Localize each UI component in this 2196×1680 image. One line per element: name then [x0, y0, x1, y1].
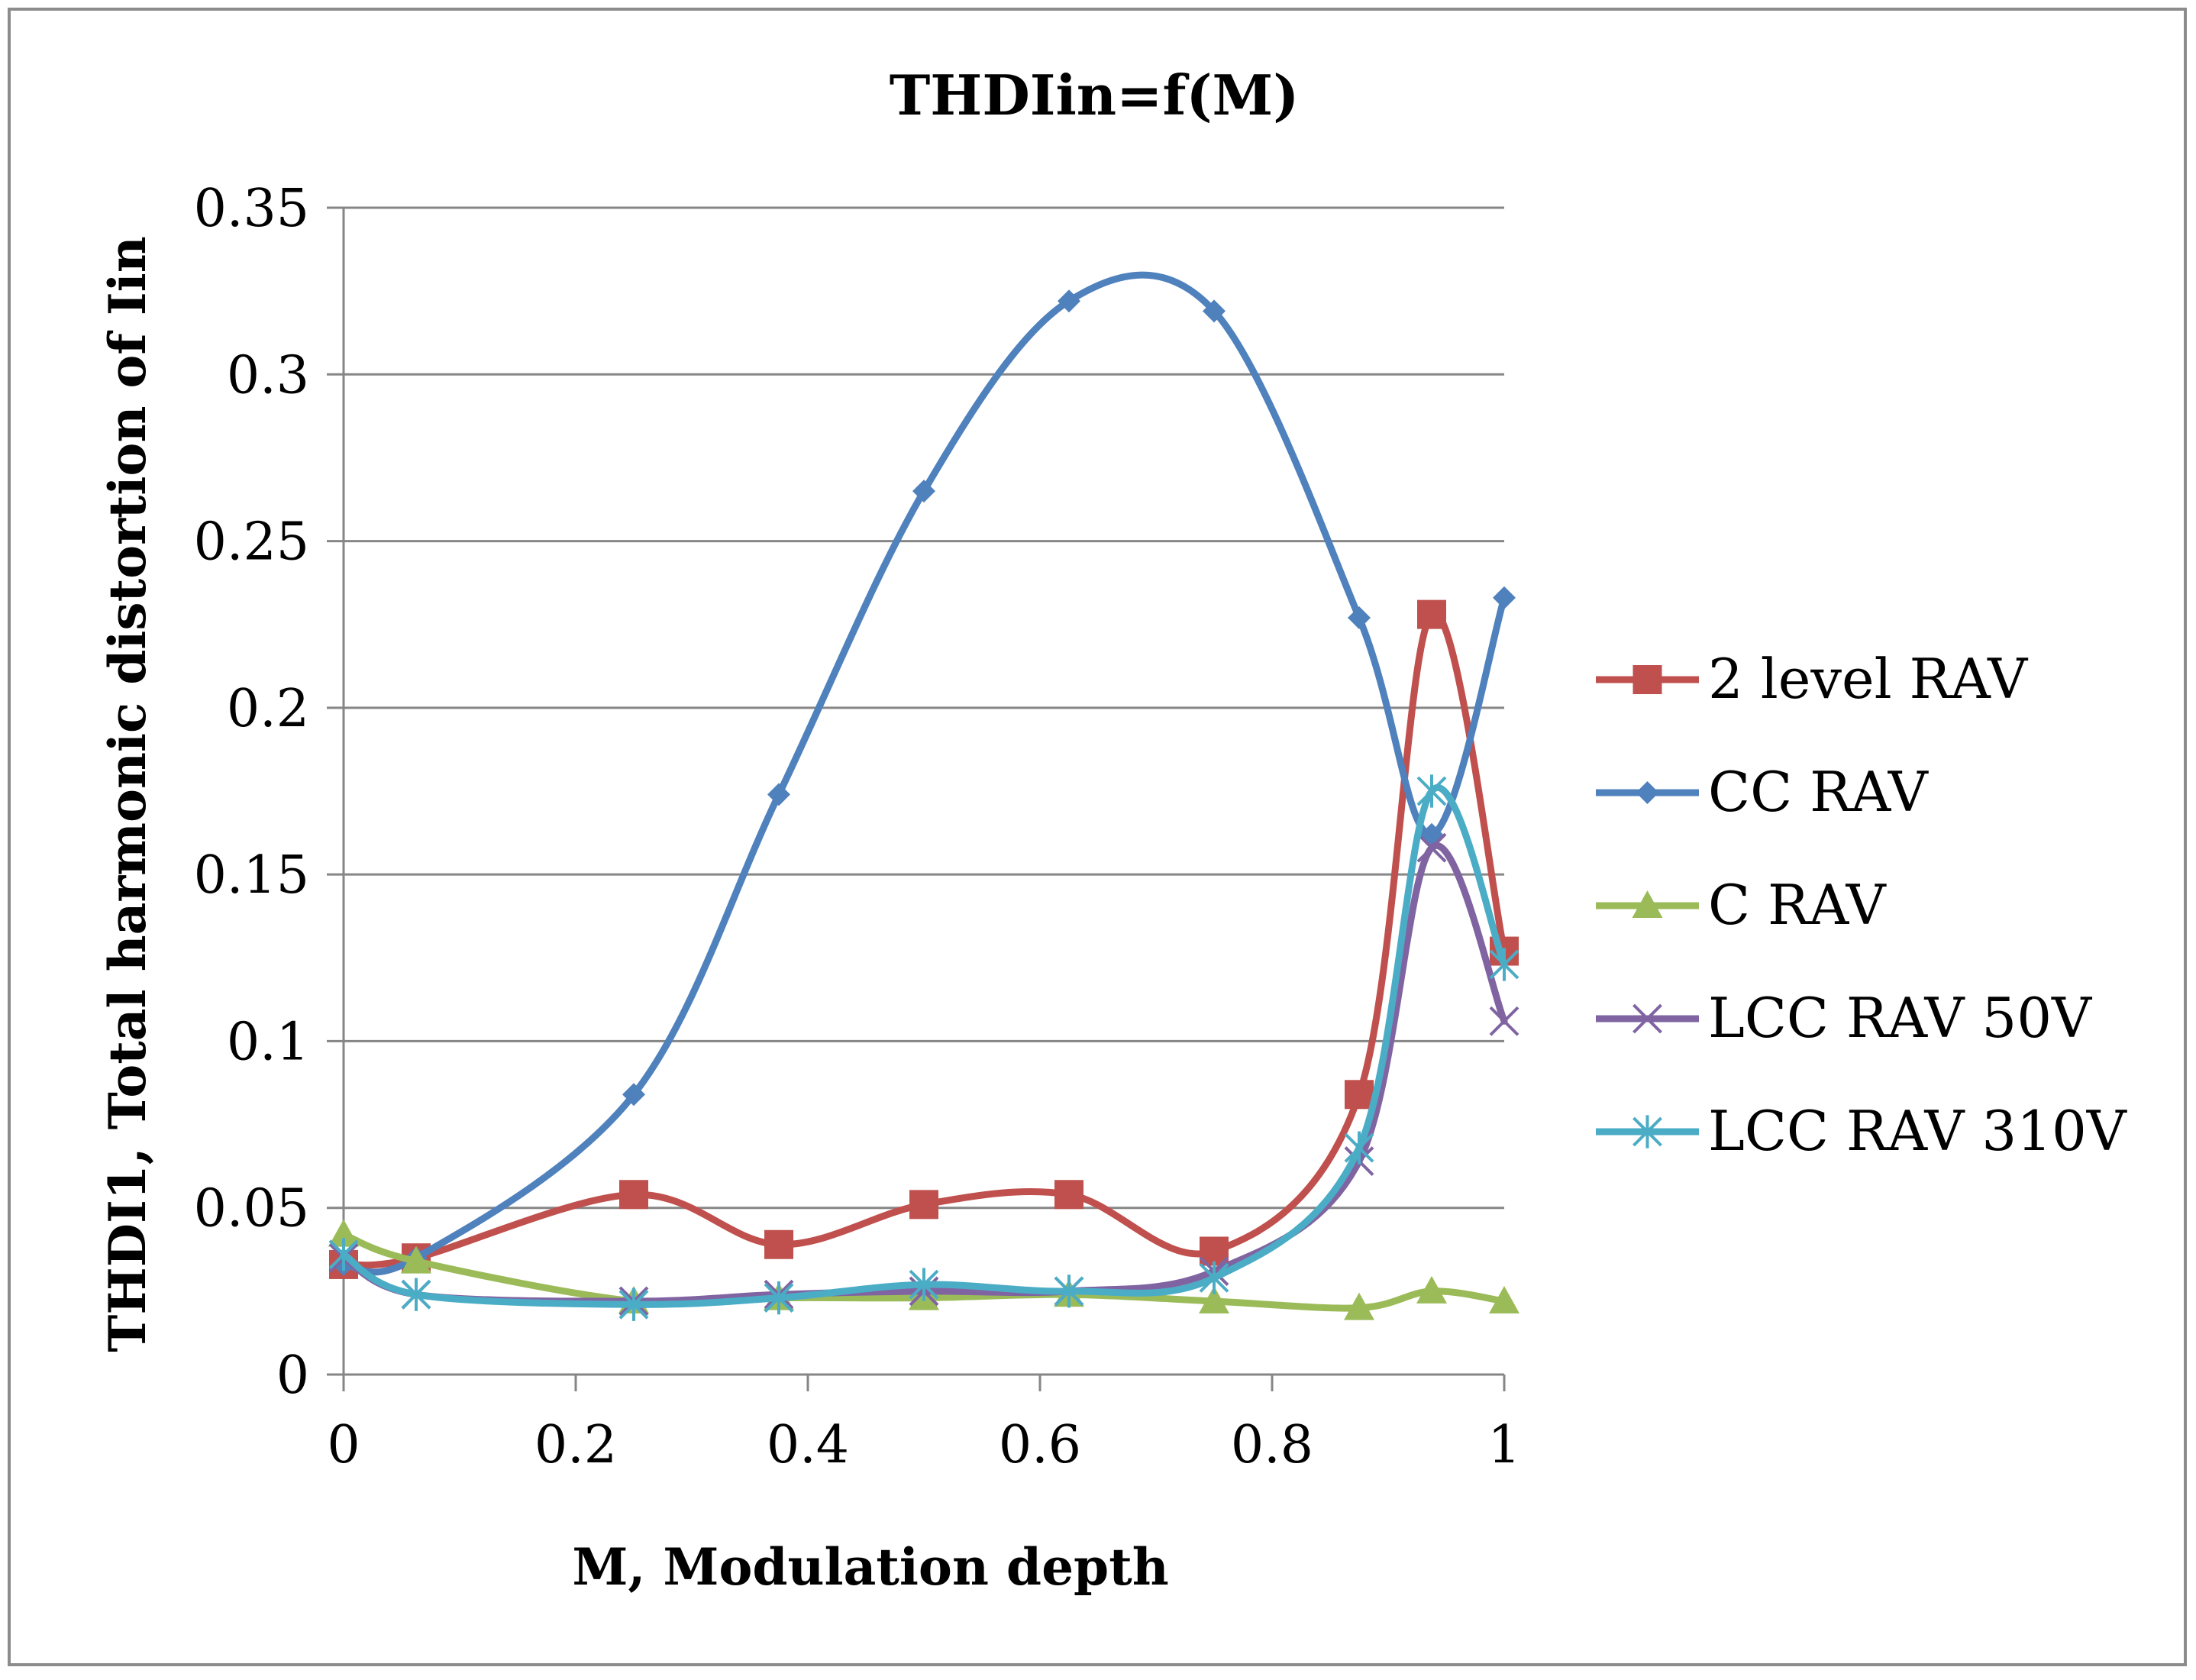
- legend-label-lcc-rav-310v: LCC RAV 310V: [1708, 1099, 2128, 1163]
- data-point-c-rav: [1489, 1285, 1519, 1313]
- data-point-lcc-rav-310v: [1489, 948, 1519, 981]
- y-axis-label: THDI1, Total harmonic distortion of Iin: [98, 236, 157, 1352]
- data-point-lcc-rav-310v: [1199, 1261, 1229, 1294]
- legend-entry-c-rav: C RAV: [1596, 873, 1888, 937]
- legend: 2 level RAV CC RAV C RAV LCC RAV 50V LCC RAV…: [1596, 647, 2128, 1163]
- data-point-lcc-rav-310v: [328, 1238, 359, 1271]
- series-line-cc-rav: [340, 271, 1508, 1276]
- x-tick-label: 0.2: [534, 1415, 617, 1475]
- data-point-lcc-rav-310v: [401, 1278, 431, 1311]
- legend-entry-lcc-rav-310v: LCC RAV 310V: [1596, 1099, 2128, 1163]
- chart-title: THDIin=f(M): [890, 63, 1300, 128]
- y-tick-label: 0.25: [194, 512, 309, 573]
- data-point-lcc-rav-310v: [1054, 1275, 1084, 1308]
- data-point-cc-rav: [912, 480, 935, 503]
- legend-entry-lcc-rav-50v: LCC RAV 50V: [1596, 986, 2093, 1050]
- y-tick-labels: 0 0.05 0.1 0.15 0.2 0.25 0.3 0.35: [194, 179, 309, 1406]
- data-point-lcc-rav-310v: [764, 1281, 794, 1315]
- x-tick-label: 1: [1487, 1415, 1520, 1475]
- x-tick-label: 0.6: [999, 1415, 1081, 1475]
- legend-entry-2-level-rav: 2 level RAV: [1596, 647, 2029, 711]
- data-point-lcc-rav-310v: [1344, 1131, 1374, 1165]
- data-point-cc-rav: [767, 783, 790, 806]
- data-point-lcc-rav-310v: [1416, 774, 1447, 808]
- x-tick-label: 0.4: [767, 1415, 849, 1475]
- data-point-cc-rav: [1203, 299, 1226, 323]
- series-lcc-rav-310v: [328, 774, 1519, 1321]
- data-point-cc-rav: [622, 1083, 645, 1107]
- data-point-2-level-rav: [1417, 599, 1446, 629]
- data-point-cc-rav: [1348, 606, 1371, 629]
- legend-entry-cc-rav: CC RAV: [1596, 760, 1930, 824]
- legend-marker-2-level-rav: [1632, 665, 1662, 694]
- data-point-cc-rav: [1058, 289, 1080, 313]
- y-tick-label: 0.15: [194, 845, 309, 906]
- data-point-lcc-rav-50v: [1416, 832, 1447, 863]
- data-point-2-level-rav: [764, 1229, 793, 1259]
- x-tick-label: 0: [327, 1415, 360, 1475]
- data-point-c-rav: [1344, 1292, 1374, 1320]
- series-line-c-rav: [340, 1231, 1508, 1312]
- data-point-c-rav: [401, 1245, 431, 1274]
- legend-marker-lcc-rav-50v: [1632, 1003, 1662, 1034]
- series-group: [328, 271, 1519, 1321]
- data-point-lcc-rav-310v: [909, 1268, 939, 1301]
- y-tick-label: 0.2: [227, 679, 309, 739]
- legend-label-2-level-rav: 2 level RAV: [1708, 647, 2029, 711]
- data-point-cc-rav: [1493, 586, 1516, 609]
- x-tick-label: 0.8: [1231, 1415, 1313, 1475]
- y-tick-label: 0.35: [194, 179, 309, 239]
- legend-label-cc-rav: CC RAV: [1708, 760, 1930, 824]
- axes: [327, 206, 1506, 1391]
- legend-marker-cc-rav: [1636, 781, 1659, 804]
- data-point-c-rav: [1416, 1275, 1447, 1304]
- x-axis-label: M, Modulation depth: [572, 1537, 1168, 1597]
- x-tick-labels: 0 0.2 0.4 0.6 0.8 1: [327, 1415, 1520, 1475]
- y-tick-label: 0.05: [194, 1179, 309, 1239]
- y-tick-label: 0.3: [227, 345, 309, 405]
- legend-label-c-rav: C RAV: [1708, 873, 1888, 937]
- data-point-lcc-rav-310v: [618, 1287, 649, 1321]
- data-point-2-level-rav: [1345, 1080, 1374, 1110]
- data-point-2-level-rav: [1054, 1180, 1083, 1210]
- data-point-lcc-rav-50v: [1489, 1006, 1519, 1036]
- data-point-c-rav: [328, 1219, 359, 1247]
- gridlines: [344, 206, 1504, 1210]
- series-line-2-level-rav: [340, 609, 1508, 1269]
- data-point-2-level-rav: [909, 1190, 938, 1220]
- y-tick-label: 0.1: [227, 1012, 309, 1072]
- legend-marker-lcc-rav-310v: [1632, 1115, 1662, 1149]
- legend-label-lcc-rav-50v: LCC RAV 50V: [1708, 986, 2093, 1050]
- legend-marker-c-rav: [1632, 890, 1663, 918]
- y-tick-label: 0: [276, 1346, 309, 1406]
- data-point-c-rav: [1199, 1285, 1229, 1313]
- data-point-2-level-rav: [619, 1180, 648, 1210]
